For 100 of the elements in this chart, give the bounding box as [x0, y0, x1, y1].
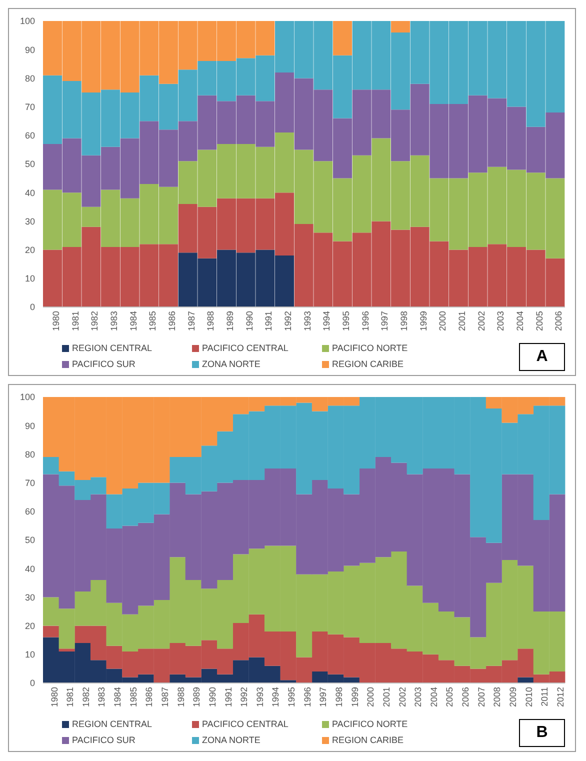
y-tick-label: 30	[24, 592, 35, 602]
y-tick-label: 50	[24, 535, 35, 546]
text: A	[519, 343, 565, 371]
x-tick-label: 1986	[167, 311, 178, 332]
y-tick-label: 10	[24, 274, 35, 284]
x-tick-label: 1995	[286, 687, 297, 708]
y-tick-label: 10	[24, 650, 35, 660]
x-tick-label: 2004	[428, 687, 439, 708]
bar	[43, 626, 59, 638]
x-tick-label: 1987	[160, 687, 170, 708]
x-tick-label: 2000	[366, 687, 376, 708]
x-tick-label: 2008	[492, 687, 502, 708]
y-tick-label: 90	[24, 420, 35, 431]
x-tick-label: 2007	[476, 687, 486, 708]
x-tick-label: 1997	[318, 687, 328, 708]
y-tick-label: 70	[24, 478, 35, 488]
x-tick-label: 1992	[239, 687, 250, 708]
x-tick-label: 1985	[148, 311, 158, 332]
x-tick-label: 1988	[176, 687, 186, 708]
x-tick-label: 2002	[476, 311, 486, 332]
y-tick-label: 20	[24, 620, 35, 631]
x-tick-label: 1981	[65, 687, 76, 708]
x-tick-label: 2003	[413, 687, 424, 708]
legend-label: PACIFICO CENTRAL	[202, 719, 288, 729]
x-tick-label: 2011	[540, 687, 550, 706]
x-tick-label: 1996	[360, 311, 370, 332]
x-tick-label: 1980	[49, 687, 60, 708]
y-tick-label: 30	[24, 216, 35, 226]
y-tick-label: 100	[20, 16, 35, 26]
y-tick-label: 0	[30, 678, 35, 688]
x-tick-label: 1988	[206, 311, 216, 332]
x-tick-label: 1990	[207, 687, 218, 708]
legend-label: ZONA NORTE	[202, 359, 260, 369]
x-tick-label: 2005	[444, 687, 455, 708]
x-tick-label: 1999	[418, 311, 428, 332]
x-tick-label: 1987	[186, 311, 196, 332]
x-tick-label: 2001	[457, 311, 468, 332]
x-tick-label: 2009	[508, 687, 518, 708]
x-tick-label: 1999	[350, 687, 360, 708]
x-tick-label: 1984	[112, 687, 123, 708]
legend-label: PACIFICO NORTE	[332, 719, 408, 729]
legend-label: PACIFICO CENTRAL	[202, 343, 288, 353]
bar	[333, 21, 352, 56]
x-tick-label: 1989	[225, 311, 236, 332]
x-tick-label: 2002	[397, 687, 408, 708]
y-tick-label: 80	[24, 73, 35, 84]
x-tick-label: 1998	[399, 311, 410, 332]
x-tick-label: 1991	[264, 311, 274, 332]
legend-label: REGION CENTRAL	[72, 343, 152, 353]
x-tick-label: 2004	[515, 311, 526, 332]
x-tick-label: 1981	[70, 311, 80, 332]
x-tick-label: 1993	[254, 687, 265, 708]
x-tick-label: 1982	[90, 311, 100, 332]
y-tick-label: 0	[30, 302, 35, 312]
y-tick-label: 50	[24, 159, 35, 170]
legend-label: REGION CARIBE	[332, 735, 404, 745]
x-tick-label: 2012	[555, 687, 566, 708]
x-tick-label: 1995	[341, 311, 352, 332]
y-tick-label: 100	[20, 392, 35, 402]
x-tick-label: 1983	[96, 687, 107, 708]
y-tick-label: 40	[24, 564, 35, 574]
legend-label: ZONA NORTE	[202, 735, 260, 745]
bar	[391, 21, 410, 32]
y-tick-label: 80	[24, 449, 35, 460]
legend-label: PACIFICO SUR	[72, 735, 136, 745]
x-tick-label: 1994	[322, 311, 332, 332]
x-tick-label: 2003	[496, 311, 506, 332]
x-tick-label: 1985	[128, 687, 138, 708]
x-tick-label: 2006	[460, 687, 471, 708]
x-tick-label: 2000	[438, 311, 448, 332]
x-tick-label: 1986	[144, 687, 154, 708]
legend-label: REGION CENTRAL	[72, 719, 152, 729]
x-tick-label: 2006	[554, 311, 564, 332]
x-tick-label: 1994	[270, 687, 281, 708]
bar	[58, 648, 75, 652]
y-tick-label: 60	[24, 130, 35, 141]
x-tick-label: 1990	[244, 311, 254, 332]
y-tick-label: 40	[24, 188, 35, 198]
x-tick-label: 1997	[380, 311, 390, 332]
x-tick-label: 2001	[381, 687, 392, 708]
x-tick-label: 1998	[334, 687, 344, 708]
y-tick-label: 60	[24, 506, 35, 517]
text: B	[519, 719, 565, 747]
legend-label: PACIFICO NORTE	[332, 343, 408, 353]
x-tick-label: 1992	[283, 311, 294, 332]
x-tick-label: 1993	[302, 311, 312, 332]
x-tick-label: 1983	[109, 311, 120, 332]
x-tick-label: 1980	[51, 311, 62, 332]
x-tick-label: 1984	[128, 311, 138, 332]
x-tick-label: 1991	[223, 687, 234, 708]
x-tick-label: 1996	[302, 687, 312, 708]
x-tick-label: 2005	[534, 311, 544, 332]
y-tick-label: 20	[24, 244, 35, 255]
x-tick-label: 1989	[192, 687, 202, 708]
legend-label: REGION CARIBE	[332, 359, 404, 369]
y-tick-label: 70	[24, 102, 35, 112]
legend-label: PACIFICO SUR	[72, 359, 136, 369]
y-tick-label: 90	[24, 44, 35, 55]
x-tick-label: 1982	[80, 687, 91, 708]
x-tick-label: 2010	[524, 687, 534, 708]
